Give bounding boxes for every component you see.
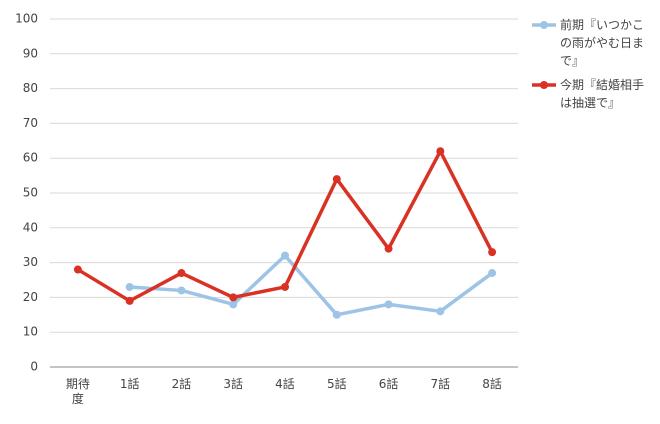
legend-swatch [532, 21, 556, 29]
data-point [281, 282, 289, 291]
y-tick-label: 30 [23, 255, 38, 269]
legend-dot [540, 21, 548, 29]
data-point [229, 300, 238, 309]
y-tick-label: 50 [23, 186, 38, 200]
data-point [177, 269, 186, 278]
x-tick-label: 2話 [171, 377, 192, 391]
y-tick-label: 70 [23, 116, 38, 130]
legend-item: 今期『結婚相手は抽選で』 [530, 76, 655, 112]
data-point [384, 244, 393, 253]
x-tick-label: 8話 [482, 377, 502, 391]
x-tick-label: 6話 [378, 377, 399, 391]
x-tick-label: 3話 [223, 377, 244, 391]
data-point [488, 269, 497, 278]
data-point [177, 286, 186, 295]
legend-dot [540, 81, 548, 89]
series-line [76, 149, 494, 303]
data-point [436, 307, 445, 316]
y-tick-label: 20 [23, 290, 38, 304]
data-point [332, 310, 341, 319]
legend-label: 今期『結婚相手は抽選で』 [560, 78, 645, 110]
y-tick-label: 100 [15, 12, 38, 26]
data-point [125, 296, 134, 305]
data-point [488, 248, 497, 257]
x-tick-label: 7話 [430, 377, 451, 391]
y-tick-label: 0 [30, 360, 38, 374]
y-tick-label: 40 [23, 220, 38, 234]
data-point [229, 293, 238, 302]
data-point [384, 300, 393, 309]
data-point [73, 265, 82, 274]
legend-item: 前期『いつかこの雨がやむ日まで』 [530, 16, 655, 70]
data-point [436, 147, 445, 156]
x-tick-label: 5話 [326, 377, 347, 391]
legend-label: 前期『いつかこの雨がやむ日まで』 [560, 18, 645, 68]
series-line [129, 253, 494, 317]
y-tick-label: 90 [23, 46, 38, 60]
y-tick-label: 80 [23, 81, 38, 95]
y-tick-label: 10 [23, 325, 38, 339]
data-point [332, 175, 341, 184]
x-tick-label: 4話 [275, 377, 295, 391]
data-point [281, 251, 289, 260]
legend-swatch [532, 81, 556, 89]
y-tick-label: 60 [23, 151, 38, 165]
data-point [125, 282, 134, 291]
x-tick-label: 期待度 [65, 377, 90, 406]
x-tick-label: 1話 [119, 377, 140, 391]
